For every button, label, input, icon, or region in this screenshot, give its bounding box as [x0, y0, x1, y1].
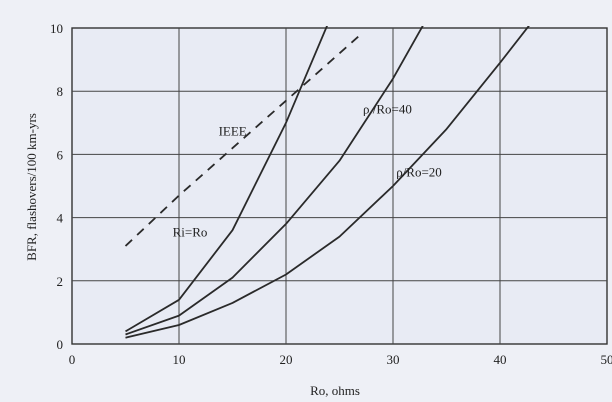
series-line-ri-ro: [125, 26, 328, 333]
x-tick-label: 40: [494, 352, 507, 367]
x-axis-label: Ro, ohms: [310, 383, 360, 398]
annotations: IEEE Ri=Ro ρ /Ro=40 ρ/Ro=20: [173, 101, 442, 239]
plot-frame: [71, 27, 608, 345]
y-tick-label: 0: [57, 337, 64, 352]
y-tick-label: 10: [50, 21, 63, 36]
x-tick-label: 10: [173, 352, 186, 367]
x-tick-label: 30: [387, 352, 400, 367]
x-tick-label: 50: [601, 352, 612, 367]
y-tick-label: 4: [57, 211, 64, 226]
curve-label: ρ/Ro=20: [396, 165, 442, 180]
grid: [71, 27, 608, 345]
curve-label: IEEE: [219, 123, 247, 138]
x-tick-label: 20: [280, 352, 293, 367]
series-line-ieee: [124, 33, 362, 247]
curve-label: ρ /Ro=40: [363, 101, 412, 116]
series-line-ro-40: [125, 26, 424, 336]
x-tick-label: 0: [69, 352, 76, 367]
tick-labels: 0 10 20 30 40 50 0 2 4 6 8 10: [50, 21, 612, 367]
y-tick-label: 8: [57, 84, 64, 99]
y-tick-label: 6: [57, 147, 64, 162]
series-layer: [124, 26, 530, 339]
curve-label: Ri=Ro: [173, 225, 208, 240]
series-line-ro-20: [125, 26, 530, 339]
y-axis-label: BFR, flashovers/100 km-yrs: [24, 113, 39, 261]
y-tick-label: 2: [57, 274, 64, 289]
